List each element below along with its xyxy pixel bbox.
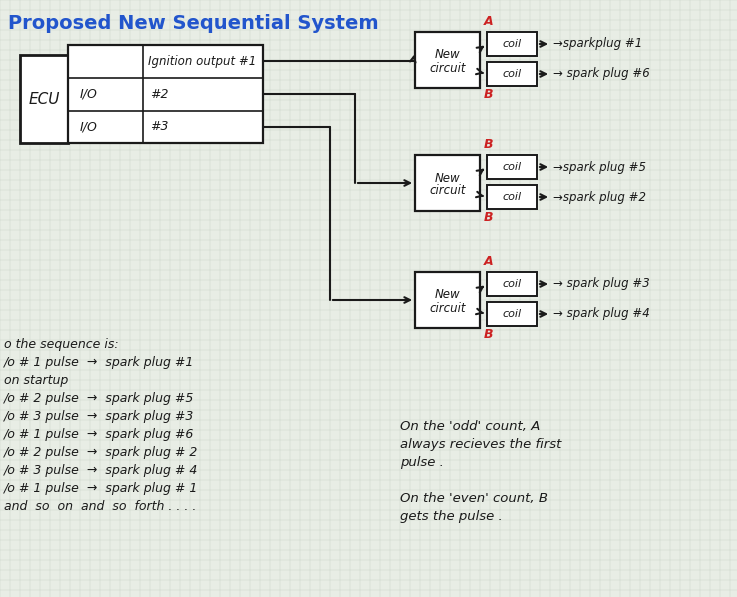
Text: /o # 3 pulse  →  spark plug #3: /o # 3 pulse → spark plug #3 <box>4 410 195 423</box>
Text: coil: coil <box>503 69 522 79</box>
Text: New: New <box>435 288 461 301</box>
Text: gets the pulse .: gets the pulse . <box>400 510 503 523</box>
Text: /o # 2 pulse  →  spark plug #5: /o # 2 pulse → spark plug #5 <box>4 392 195 405</box>
Text: → spark plug #4: → spark plug #4 <box>553 307 650 321</box>
Text: A: A <box>484 255 494 268</box>
Text: I/O: I/O <box>80 88 98 100</box>
Bar <box>415 272 480 328</box>
Text: always recieves the first: always recieves the first <box>400 438 562 451</box>
Text: →sparkplug #1: →sparkplug #1 <box>553 38 642 51</box>
Text: /o # 2 pulse  →  spark plug # 2: /o # 2 pulse → spark plug # 2 <box>4 446 198 459</box>
Bar <box>487 62 537 86</box>
Text: A: A <box>484 15 494 28</box>
Text: On the 'odd' count, A: On the 'odd' count, A <box>400 420 540 433</box>
Text: → spark plug #3: → spark plug #3 <box>553 278 650 291</box>
Text: on startup: on startup <box>4 374 69 387</box>
Text: coil: coil <box>503 162 522 172</box>
Text: /o # 1 pulse  →  spark plug #6: /o # 1 pulse → spark plug #6 <box>4 428 195 441</box>
Text: #3: #3 <box>150 121 169 134</box>
Text: #2: #2 <box>150 88 169 100</box>
Text: On the 'even' count, B: On the 'even' count, B <box>400 492 548 505</box>
Text: New: New <box>435 48 461 61</box>
Text: → spark plug #6: → spark plug #6 <box>553 67 650 81</box>
Bar <box>487 185 537 209</box>
Text: New: New <box>435 171 461 184</box>
Text: pulse .: pulse . <box>400 456 444 469</box>
Text: /o # 3 pulse  →  spark plug # 4: /o # 3 pulse → spark plug # 4 <box>4 464 198 477</box>
Text: circuit: circuit <box>429 184 466 198</box>
Text: I/O: I/O <box>80 121 98 134</box>
Bar <box>487 302 537 326</box>
Text: and  so  on  and  so  forth . . . .: and so on and so forth . . . . <box>4 500 196 513</box>
Text: B: B <box>484 328 494 341</box>
Text: o the sequence is:: o the sequence is: <box>4 338 119 351</box>
Bar <box>487 272 537 296</box>
Text: ECU: ECU <box>28 91 60 106</box>
Bar <box>68 45 263 143</box>
Text: →spark plug #2: →spark plug #2 <box>553 190 646 204</box>
Text: B: B <box>484 211 494 224</box>
Text: circuit: circuit <box>429 301 466 315</box>
Text: coil: coil <box>503 309 522 319</box>
Text: coil: coil <box>503 39 522 49</box>
Text: Proposed New Sequential System: Proposed New Sequential System <box>8 14 379 33</box>
Bar <box>487 155 537 179</box>
Text: Ignition output #1: Ignition output #1 <box>148 54 256 67</box>
Text: /o # 1 pulse  →  spark plug # 1: /o # 1 pulse → spark plug # 1 <box>4 482 198 495</box>
Text: circuit: circuit <box>429 61 466 75</box>
Text: B: B <box>484 88 494 101</box>
Bar <box>487 32 537 56</box>
Text: /o # 1 pulse  →  spark plug #1: /o # 1 pulse → spark plug #1 <box>4 356 195 369</box>
Bar <box>415 155 480 211</box>
Bar <box>415 32 480 88</box>
Text: B: B <box>484 138 494 151</box>
Text: coil: coil <box>503 279 522 289</box>
Bar <box>20 55 68 143</box>
Text: →spark plug #5: →spark plug #5 <box>553 161 646 174</box>
Text: coil: coil <box>503 192 522 202</box>
